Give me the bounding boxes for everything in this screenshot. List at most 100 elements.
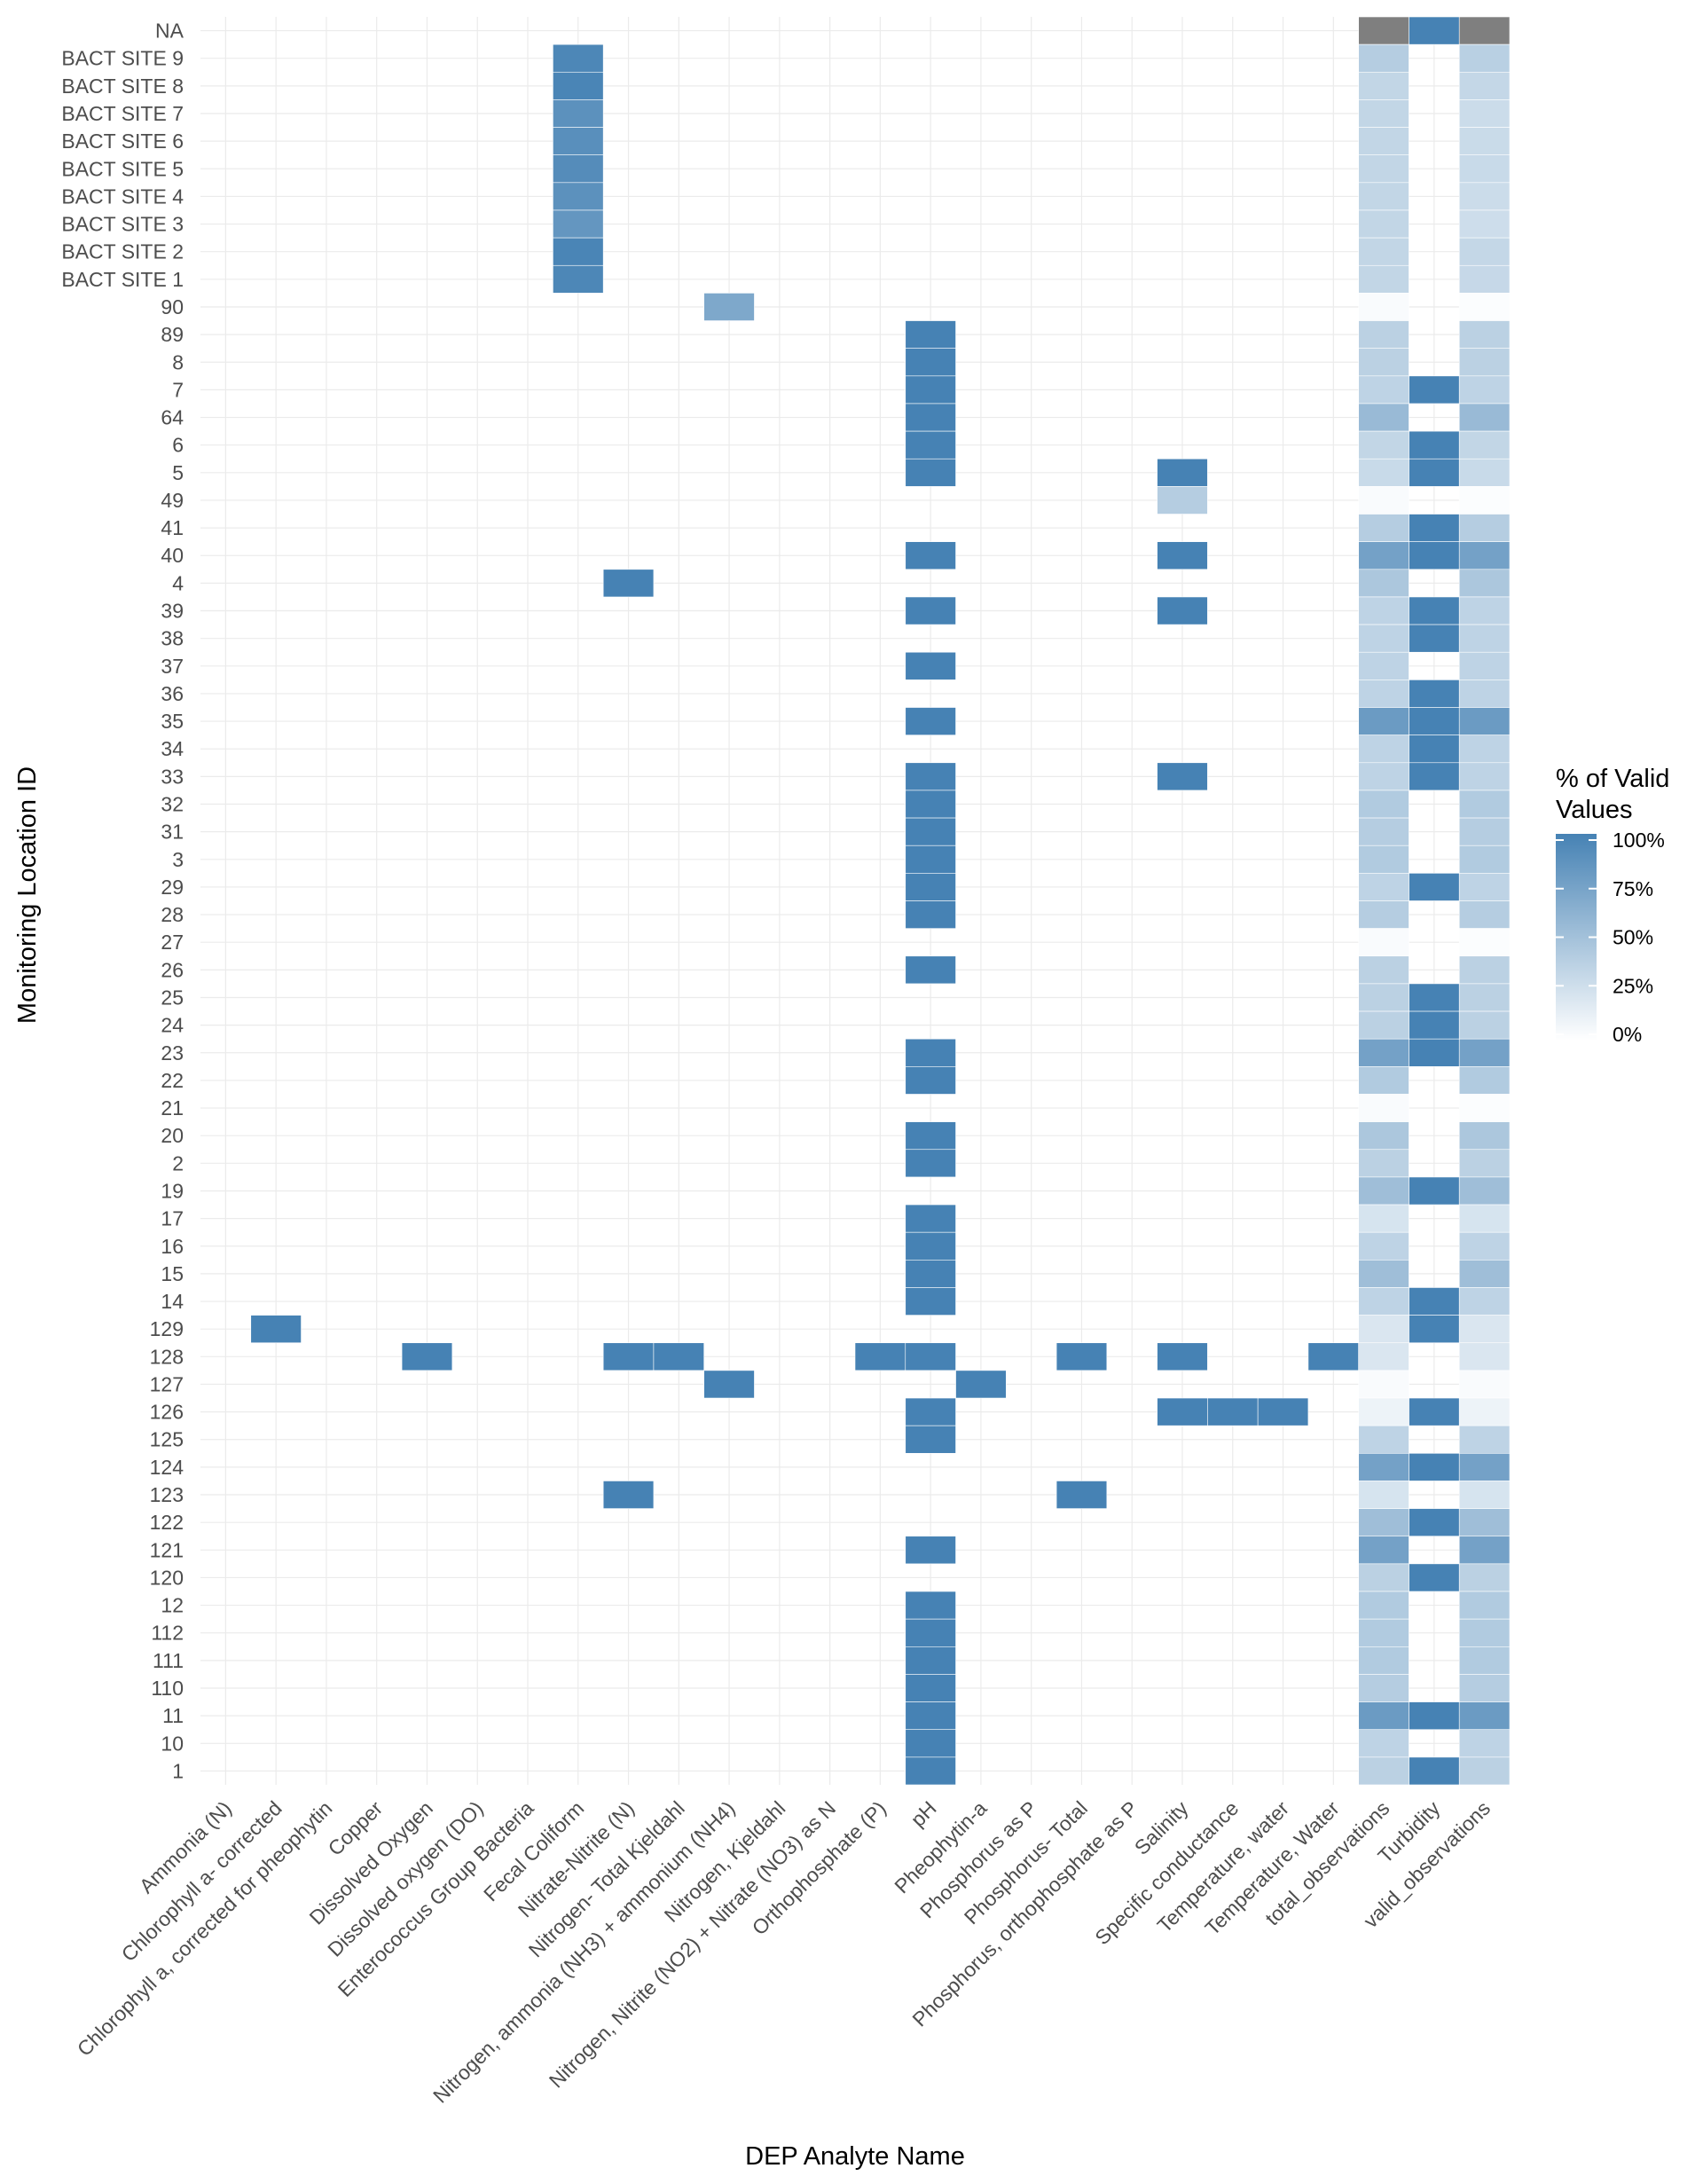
heatmap-cell — [1458, 596, 1511, 625]
heatmap-cell — [1358, 1729, 1409, 1758]
cell-layer — [250, 16, 1511, 1786]
heatmap-cell — [1358, 293, 1409, 321]
y-tick-label-11: 11 — [162, 1704, 184, 1727]
heatmap-cell — [1458, 43, 1511, 73]
heatmap-cell — [1358, 707, 1409, 735]
y-tick-label-20: 20 — [161, 1124, 184, 1147]
heatmap-cell — [1458, 1176, 1511, 1206]
heatmap-cell — [1358, 403, 1409, 432]
heatmap-cell — [1409, 873, 1460, 901]
heatmap-cell — [905, 1231, 956, 1261]
y-tick-label-17: 17 — [161, 1207, 184, 1230]
y-tick-label-19: 19 — [161, 1179, 184, 1202]
heatmap-cell — [1207, 1397, 1259, 1426]
heatmap-cell — [1358, 1563, 1409, 1592]
heatmap-cell — [905, 1701, 956, 1731]
heatmap-cell — [1458, 845, 1511, 874]
heatmap-cell — [1458, 624, 1511, 653]
heatmap-cell — [553, 43, 604, 73]
y-tick-label-5: 5 — [172, 461, 184, 484]
heatmap-cell — [1458, 1094, 1511, 1122]
y-tick-label-bact-site-9: BACT SITE 9 — [61, 47, 184, 70]
y-tick-label-3: 3 — [172, 848, 184, 871]
heatmap-cell — [1458, 154, 1511, 184]
heatmap-cell — [905, 1729, 956, 1758]
heatmap-cell — [1409, 541, 1460, 570]
heatmap-cell — [1358, 1204, 1409, 1233]
y-tick-label-128: 128 — [150, 1345, 184, 1368]
y-tick-label-49: 49 — [161, 489, 184, 512]
heatmap-cell — [553, 237, 604, 266]
heatmap-cell — [1409, 1038, 1460, 1067]
heatmap-cell — [905, 1066, 956, 1095]
heatmap-cell — [1157, 762, 1208, 791]
heatmap-cell — [905, 1121, 956, 1151]
y-tick-label-125: 125 — [150, 1428, 184, 1451]
y-tick-label-89: 89 — [161, 323, 184, 346]
heatmap-cell — [1409, 1176, 1460, 1206]
y-tick-label-127: 127 — [150, 1372, 184, 1395]
heatmap-cell — [1358, 1121, 1409, 1151]
heatmap-cell — [905, 348, 956, 377]
heatmap-cell — [1157, 596, 1208, 625]
heatmap-cell — [1458, 403, 1511, 432]
heatmap-cell — [553, 127, 604, 156]
legend-ticks: 100% 75% 50% 25% 0% — [1556, 829, 1665, 1046]
heatmap-cell — [905, 1204, 956, 1233]
heatmap-cell — [1458, 651, 1511, 680]
y-tick-label-25: 25 — [161, 986, 184, 1009]
heatmap-cell — [1358, 680, 1409, 708]
heatmap-cell — [1358, 1481, 1409, 1509]
heatmap-cell — [1409, 1287, 1460, 1316]
y-tick-label-1: 1 — [172, 1759, 184, 1782]
heatmap-cell — [1358, 16, 1409, 45]
heatmap-cell — [905, 403, 956, 432]
heatmap-cell — [905, 707, 956, 735]
heatmap-cell — [1409, 1453, 1460, 1481]
y-tick-label-15: 15 — [161, 1262, 184, 1285]
heatmap-cell — [1458, 1674, 1511, 1702]
legend-tick-label: 75% — [1613, 877, 1653, 900]
heatmap-cell — [1458, 790, 1511, 819]
heatmap-cell — [905, 596, 956, 625]
heatmap-cell — [401, 1342, 453, 1371]
heatmap-cell — [905, 762, 956, 791]
heatmap-cell — [1458, 514, 1511, 542]
heatmap-cell — [1458, 1149, 1511, 1178]
heatmap-cell — [553, 154, 604, 184]
heatmap-cell — [1409, 16, 1460, 45]
heatmap-cell — [1358, 1038, 1409, 1067]
heatmap-cell — [1056, 1481, 1108, 1509]
heatmap-cell — [1458, 1231, 1511, 1261]
y-tick-label-121: 121 — [150, 1538, 184, 1561]
heatmap-cell — [905, 1425, 956, 1454]
y-tick-label-bact-site-5: BACT SITE 5 — [61, 157, 184, 180]
heatmap-cell — [1458, 264, 1511, 294]
heatmap-cell — [1409, 430, 1460, 460]
heatmap-cell — [1458, 707, 1511, 735]
heatmap-cell — [1458, 1010, 1511, 1040]
heatmap-cell — [1458, 1066, 1511, 1095]
heatmap-cell — [1458, 99, 1511, 128]
heatmap-cell — [1458, 127, 1511, 156]
heatmap-cell — [1409, 624, 1460, 653]
heatmap-cell — [1358, 596, 1409, 625]
heatmap-cell — [1358, 1315, 1409, 1344]
y-tick-label-36: 36 — [161, 682, 184, 705]
heatmap-cell — [1458, 569, 1511, 598]
heatmap-cell — [1358, 1425, 1409, 1454]
heatmap-cell — [1458, 1121, 1511, 1151]
heatmap-cell — [1358, 43, 1409, 73]
heatmap-cell — [1458, 955, 1511, 985]
heatmap-cell — [1458, 458, 1511, 487]
legend-title-line2: Values — [1556, 796, 1633, 824]
heatmap-cell — [905, 1646, 956, 1675]
heatmap-cell — [1409, 1701, 1460, 1731]
legend-tick-label: 25% — [1613, 974, 1653, 997]
heatmap-cell — [1409, 735, 1460, 764]
heatmap-cell — [955, 1370, 1007, 1399]
heatmap-cell — [602, 569, 655, 598]
y-tick-label-33: 33 — [161, 765, 184, 788]
y-tick-label-29: 29 — [161, 876, 184, 899]
